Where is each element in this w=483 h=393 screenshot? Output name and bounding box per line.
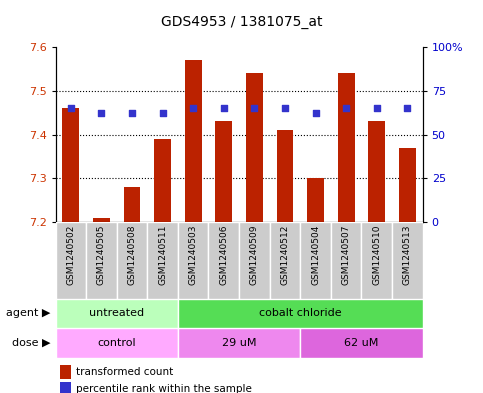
Point (98, 110, 105, 116)
Text: GSM1240505: GSM1240505 (97, 224, 106, 285)
Bar (178, 222, 209, 299)
Bar (185, 60, 201, 222)
Point (281, 105, 289, 112)
Bar (93, 218, 110, 222)
Bar (300, 222, 331, 299)
Text: agent ▶: agent ▶ (6, 309, 51, 318)
Bar (147, 222, 178, 299)
Bar (331, 222, 361, 299)
Text: transformed count: transformed count (76, 367, 173, 377)
Text: GSM1240511: GSM1240511 (158, 224, 167, 285)
Text: 29 uM: 29 uM (222, 338, 256, 348)
Bar (117, 222, 147, 299)
Point (403, 105, 411, 112)
Text: GSM1240506: GSM1240506 (219, 224, 228, 285)
Text: cobalt chloride: cobalt chloride (259, 309, 341, 318)
Text: dose ▶: dose ▶ (12, 338, 51, 348)
Bar (178, 299, 423, 328)
Text: percentile rank within the sample: percentile rank within the sample (76, 384, 252, 393)
Bar (154, 139, 171, 222)
Bar (209, 222, 239, 299)
Point (251, 105, 258, 112)
Text: GSM1240512: GSM1240512 (281, 224, 289, 285)
Text: 62 uM: 62 uM (344, 338, 379, 348)
Text: control: control (98, 338, 136, 348)
Bar (56, 222, 86, 299)
Bar (300, 328, 423, 358)
Bar (369, 121, 385, 222)
Bar (338, 73, 355, 222)
Bar (270, 222, 300, 299)
Text: GSM1240502: GSM1240502 (66, 224, 75, 285)
Text: GDS4953 / 1381075_at: GDS4953 / 1381075_at (161, 15, 322, 29)
Bar (277, 130, 293, 222)
Bar (56, 328, 178, 358)
Text: GSM1240503: GSM1240503 (189, 224, 198, 285)
Text: GSM1240504: GSM1240504 (311, 224, 320, 285)
Point (342, 105, 350, 112)
Bar (239, 222, 270, 299)
Point (189, 105, 197, 112)
Point (373, 105, 381, 112)
Bar (399, 148, 416, 222)
Bar (392, 222, 423, 299)
Point (159, 110, 167, 116)
Bar (56, 299, 178, 328)
Text: GSM1240513: GSM1240513 (403, 224, 412, 285)
Point (312, 110, 319, 116)
Point (220, 105, 227, 112)
Bar (215, 121, 232, 222)
Text: GSM1240510: GSM1240510 (372, 224, 381, 285)
Text: GSM1240508: GSM1240508 (128, 224, 137, 285)
Bar (307, 178, 324, 222)
Bar (124, 187, 141, 222)
Text: GSM1240509: GSM1240509 (250, 224, 259, 285)
Text: GSM1240507: GSM1240507 (341, 224, 351, 285)
Point (128, 110, 136, 116)
Bar (246, 73, 263, 222)
Bar (86, 222, 117, 299)
Point (67, 105, 75, 112)
Bar (178, 328, 300, 358)
Text: untreated: untreated (89, 309, 144, 318)
Bar (361, 222, 392, 299)
Bar (62, 108, 79, 222)
